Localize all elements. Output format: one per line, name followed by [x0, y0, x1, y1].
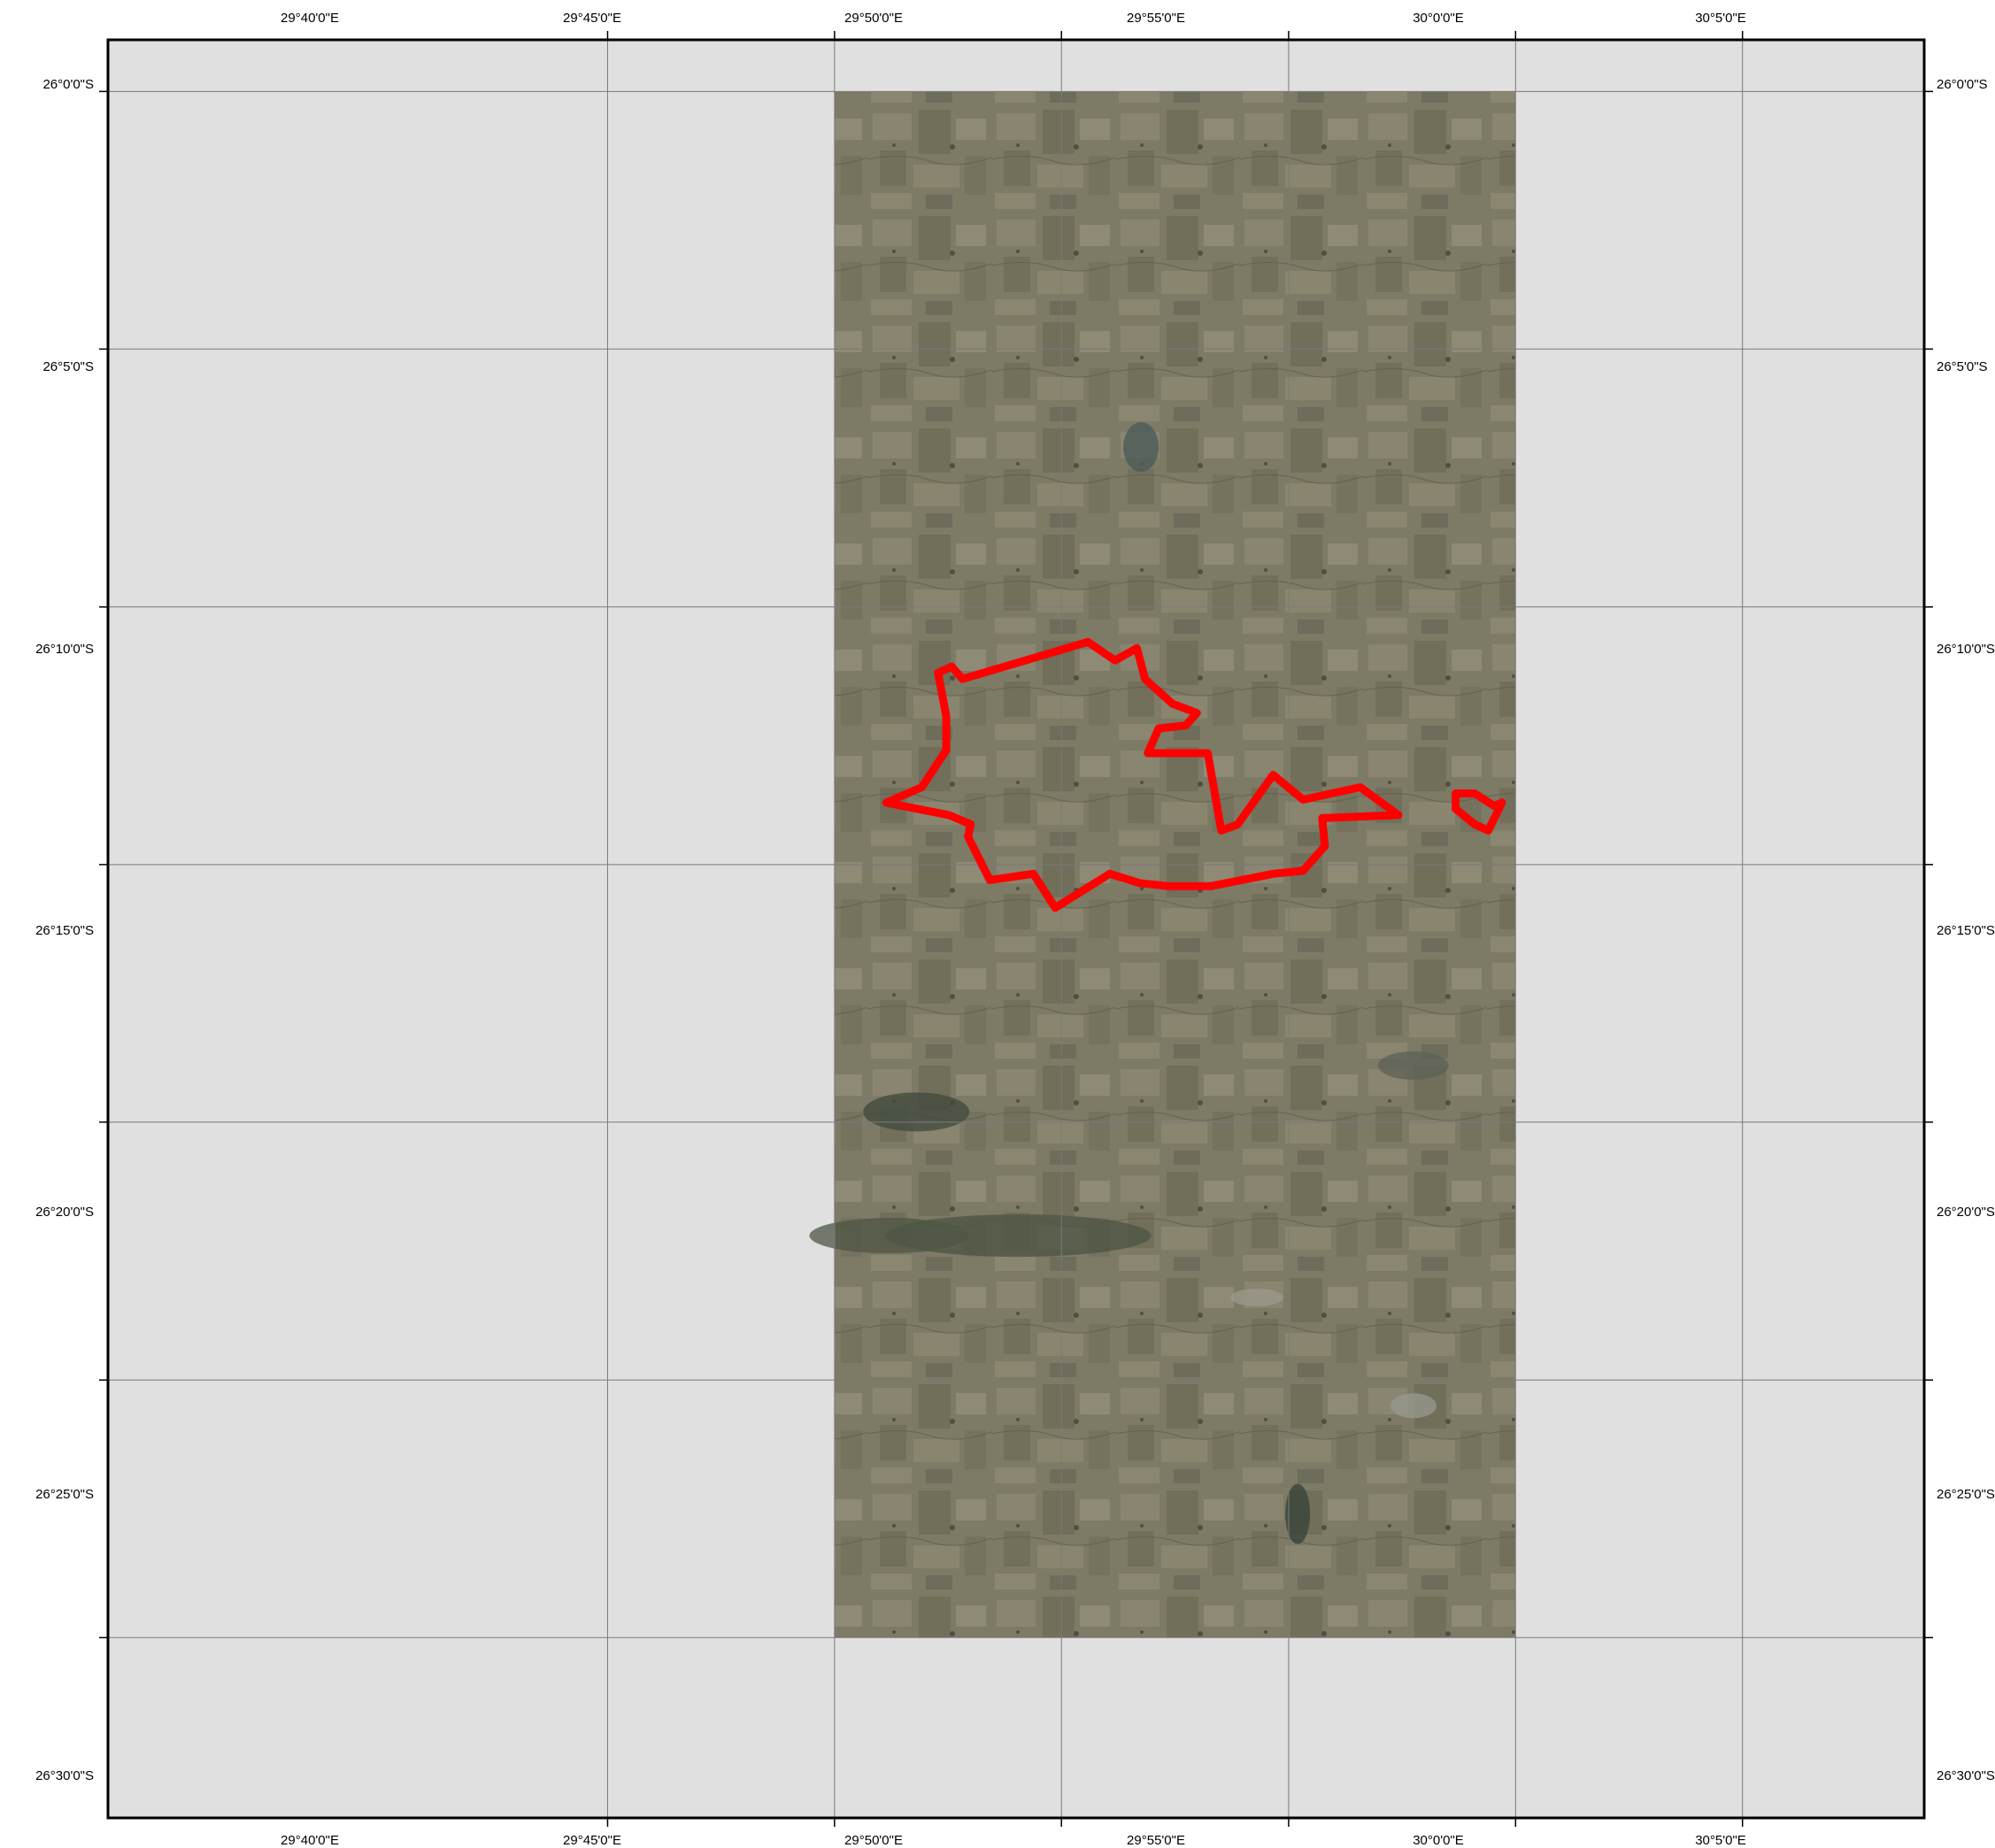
- bottom-lon-label: 29°50'0"E: [844, 1833, 903, 1848]
- graticule: [108, 40, 1924, 1818]
- imagery-patch: [1377, 1051, 1449, 1080]
- study-area-boundary-east: [1452, 789, 1506, 835]
- right-lat-label: 26°5'0"S: [1937, 359, 1988, 374]
- top-lon-label: 30°5'0"E: [1695, 11, 1746, 26]
- right-lat-label: 26°0'0"S: [1937, 77, 1988, 92]
- bottom-lon-label: 29°55'0"E: [1127, 1833, 1185, 1848]
- graticule-ticks: [99, 31, 1933, 1827]
- map-frame: [106, 38, 1926, 1820]
- right-lat-label: 26°15'0"S: [1937, 923, 1995, 938]
- left-lat-label: 26°0'0"S: [42, 77, 94, 92]
- imagery-patch: [863, 1092, 970, 1132]
- top-lon-label: 29°55'0"E: [1127, 11, 1185, 26]
- left-lat-label: 26°15'0"S: [35, 923, 94, 938]
- bottom-lon-label: 30°5'0"E: [1695, 1833, 1746, 1848]
- left-lat-label: 26°10'0"S: [35, 642, 94, 657]
- left-lat-label: 26°20'0"S: [35, 1205, 94, 1220]
- left-lat-label: 26°5'0"S: [42, 359, 94, 374]
- right-lat-label: 26°20'0"S: [1937, 1205, 1995, 1220]
- right-lat-label: 26°10'0"S: [1937, 642, 1995, 657]
- top-lon-label: 30°0'0"E: [1413, 11, 1464, 26]
- imagery-patch: [1229, 1288, 1283, 1306]
- top-lon-label: 29°50'0"E: [844, 11, 903, 26]
- right-latitude-labels: 26°0'0"S 26°5'0"S 26°10'0"S 26°15'0"S 26…: [1937, 77, 1995, 1783]
- bottom-lon-label: 29°40'0"E: [281, 1833, 339, 1848]
- bottom-lon-label: 30°0'0"E: [1413, 1833, 1464, 1848]
- bottom-lon-label: 29°45'0"E: [563, 1833, 621, 1848]
- left-lat-label: 26°30'0"S: [35, 1768, 94, 1783]
- imagery-patch: [1390, 1393, 1437, 1419]
- left-lat-label: 26°25'0"S: [35, 1487, 94, 1502]
- top-lon-label: 29°40'0"E: [281, 11, 339, 26]
- imagery-dark-patches: [809, 422, 1449, 1544]
- imagery-patch: [1285, 1483, 1311, 1544]
- top-lon-label: 29°45'0"E: [563, 11, 621, 26]
- right-lat-label: 26°25'0"S: [1937, 1487, 1995, 1502]
- right-lat-label: 26°30'0"S: [1937, 1768, 1995, 1783]
- imagery-patch: [809, 1218, 969, 1254]
- bottom-longitude-labels: 29°40'0"E 29°45'0"E 29°50'0"E 29°55'0"E …: [281, 1833, 1746, 1848]
- study-area-boundary: [882, 637, 1403, 912]
- left-latitude-labels: 26°0'0"S 26°5'0"S 26°10'0"S 26°15'0"S 26…: [35, 77, 94, 1783]
- top-longitude-labels: 29°40'0"E 29°45'0"E 29°50'0"E 29°55'0"E …: [281, 11, 1746, 26]
- imagery-patch: [1123, 422, 1159, 473]
